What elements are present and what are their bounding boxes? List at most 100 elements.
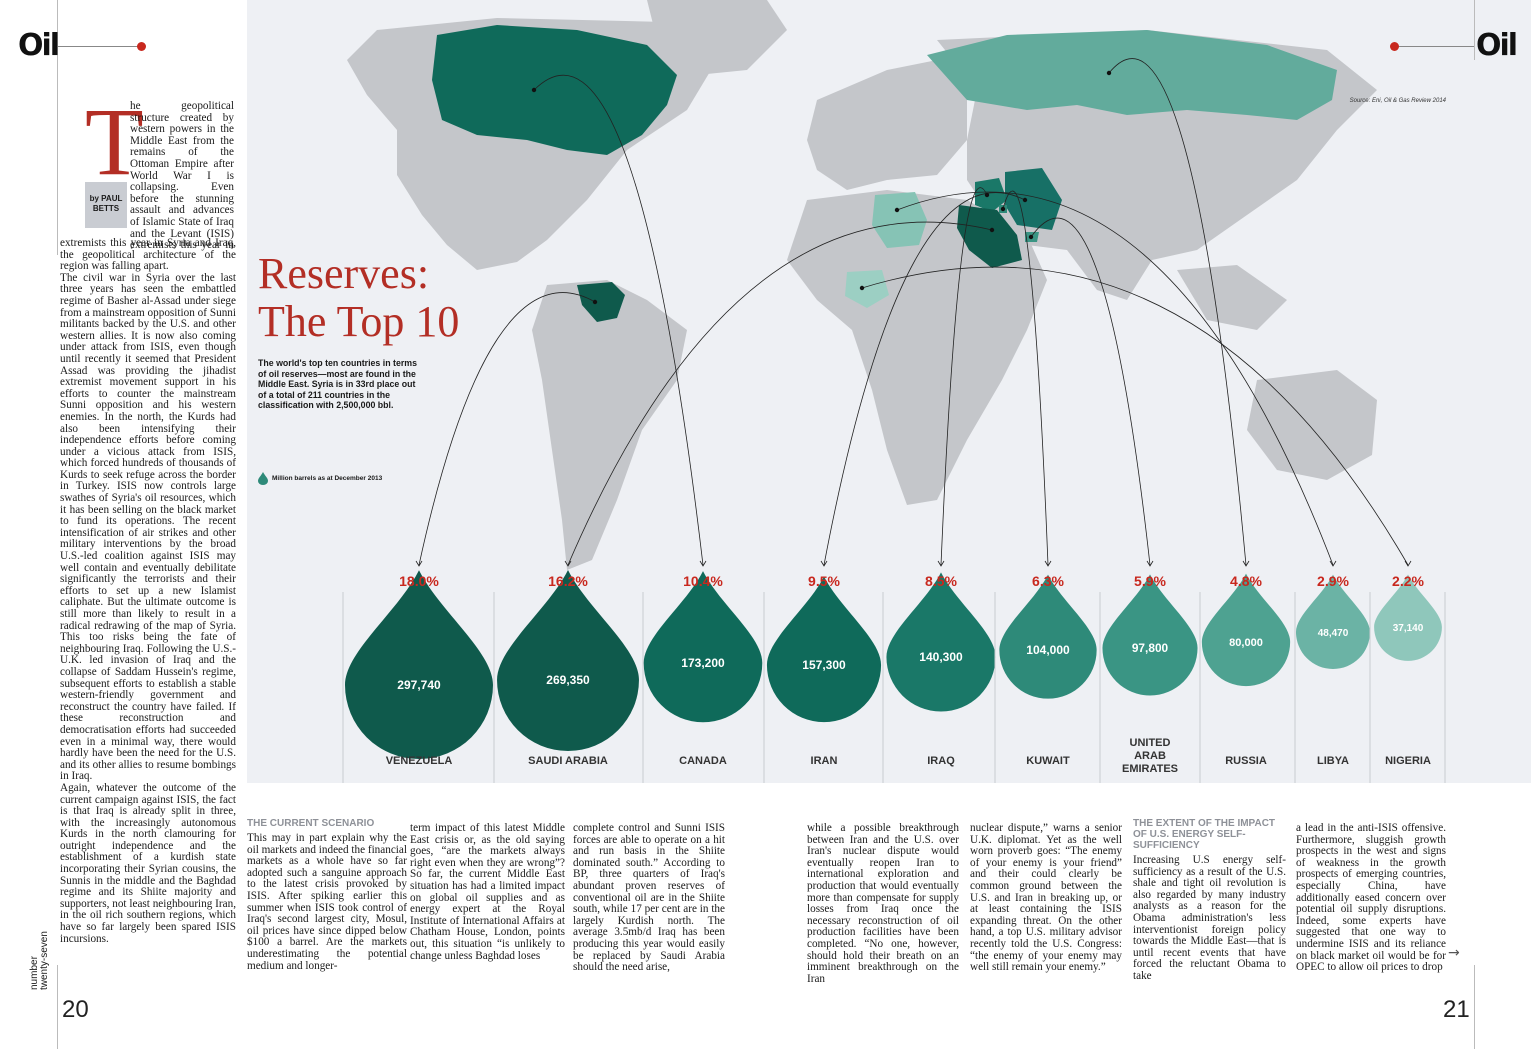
nigeria-highlight (845, 270, 889, 308)
legend: Million barrels as at December 2013 (258, 472, 382, 485)
body-paragraph-2: Again, whatever the outcome of the curre… (60, 781, 236, 945)
country-label: KUWAIT (1026, 755, 1070, 767)
arrowhead-icon (1404, 560, 1412, 567)
page-number-left: 20 (62, 996, 89, 1023)
source-note: Source: Eni, Oil & Gas Review 2014 (1349, 98, 1446, 104)
right-col-1: THE CURRENT SCENARIO This may in part ex… (247, 818, 407, 972)
origin-dot (984, 192, 990, 198)
country-label: NIGERIA (1385, 755, 1431, 767)
byline-line-2: BETTS (92, 204, 120, 213)
russia-highlight (927, 30, 1337, 120)
arrowhead-icon (937, 560, 945, 567)
drop-libya: 48,470 (1295, 574, 1371, 670)
connector-line (861, 266, 1409, 566)
country-label: UNITED ARAB EMIRATES (1121, 737, 1179, 775)
drop-value-label: 80,000 (1229, 637, 1263, 649)
section-heading-energy: THE EXTENT OF THE IMPACT OF U.S. ENERGY … (1133, 818, 1276, 851)
origin-dot (1000, 206, 1006, 212)
drop-value-label: 104,000 (1026, 643, 1070, 657)
arrowhead-icon (1146, 560, 1154, 567)
title-line-2: The Top 10 (258, 297, 460, 346)
intro-paragraph: he geopolitical structure created by wes… (130, 101, 234, 251)
right-col-2: term impact of this latest Middle East c… (410, 822, 565, 962)
logo-rule-right (1396, 46, 1474, 47)
drop-value-label: 97,800 (1132, 641, 1169, 655)
arrowhead-icon (1044, 560, 1052, 567)
share-label: 9.5% (808, 573, 840, 589)
origin-dot (592, 299, 598, 305)
issue-folio: number twenty-seven (29, 931, 50, 990)
drop-shape (497, 569, 639, 751)
share-label: 5.9% (1134, 573, 1166, 589)
iran-highlight (1005, 168, 1062, 230)
drop-russia: 80,000 (1201, 573, 1291, 687)
intro-tail: extremists this year in Syria and Iraq, … (60, 238, 236, 273)
south-america-land (532, 280, 687, 570)
right-col-6-text: Increasing U.S energy self-sufficiency a… (1133, 854, 1286, 982)
highlighted-countries (432, 25, 1337, 322)
drop-value-label: 173,200 (681, 656, 725, 670)
venezuela-highlight (577, 282, 625, 322)
drop-cap: T (85, 88, 144, 195)
share-label: 10.4% (683, 573, 723, 589)
drop-shape (1295, 574, 1371, 670)
drop-legend-icon (258, 472, 268, 485)
origin-dot (1022, 197, 1028, 203)
connector-line (896, 191, 1334, 566)
country-label: SAUDI ARABIA (528, 755, 608, 767)
greenland-land (647, 0, 787, 75)
origin-dot (531, 87, 537, 93)
intro-paragraph-cont: extremists this year in Syria and Iraq, … (60, 238, 236, 964)
origin-dot (989, 227, 995, 233)
right-col-6: THE EXTENT OF THE IMPACT OF U.S. ENERGY … (1133, 818, 1286, 983)
right-col-1-text: This may in part explain why the oil mar… (247, 832, 407, 972)
drop-shape (999, 574, 1097, 699)
country-label: IRAN (810, 755, 838, 767)
connector-line (940, 187, 988, 566)
country-label: IRAQ (927, 755, 955, 767)
country-label: LIBYA (1317, 755, 1349, 767)
australia-land (1247, 370, 1377, 480)
right-col-3: complete control and Sunni ISIS forces a… (573, 822, 725, 974)
share-label: 8.5% (925, 573, 957, 589)
connector-line (1002, 190, 1049, 566)
drop-kuwait: 104,000 (999, 574, 1097, 699)
country-label: RUSSIA (1225, 755, 1267, 767)
right-col-5: nuclear dispute,” warns a senior U.K. di… (970, 822, 1122, 974)
oil-logo-right: Oil (1476, 28, 1518, 63)
logo-dot-left (137, 42, 146, 51)
connector-line (533, 74, 704, 566)
saudi-arabia-highlight (957, 205, 1022, 268)
infographic-title: Reserves: The Top 10 (258, 250, 459, 346)
legend-label: Million barrels as at December 2013 (272, 475, 383, 482)
origin-dot (1028, 234, 1034, 240)
drop-shape (1201, 573, 1291, 687)
arrowhead-icon (1329, 560, 1337, 567)
drop-shape (345, 570, 493, 759)
drop-nigeria: 37,140 (1374, 574, 1442, 661)
drop-shape (1374, 574, 1442, 661)
section-heading-current-scenario: THE CURRENT SCENARIO (247, 818, 375, 829)
origin-dot (859, 285, 865, 291)
byline: by PAUL BETTS (85, 182, 127, 228)
connector-line (823, 192, 1026, 566)
drop-venezuela: 297,740 (345, 570, 493, 759)
iraq-highlight (975, 178, 1007, 212)
europe-land (807, 60, 967, 190)
left-footer-rule (57, 965, 58, 1049)
share-label: 6.3% (1032, 573, 1064, 589)
drop-value-label: 157,300 (802, 658, 846, 672)
origin-dot (1106, 70, 1112, 76)
country-label: CANADA (679, 755, 727, 767)
connector-line (567, 221, 993, 566)
drop-value-label: 37,140 (1393, 623, 1424, 634)
column-dividers (342, 592, 1446, 783)
share-label: 2.2% (1392, 573, 1424, 589)
byline-line-1: by PAUL (89, 194, 123, 203)
drop-value-label: 269,350 (546, 673, 590, 687)
drop-value-label: 297,740 (397, 678, 441, 692)
share-label: 2.9% (1317, 573, 1349, 589)
drop-value-label: 140,300 (919, 650, 963, 664)
right-col-4: while a possible breakthrough between Ir… (807, 822, 959, 985)
title-line-1: Reserves: (258, 249, 430, 298)
